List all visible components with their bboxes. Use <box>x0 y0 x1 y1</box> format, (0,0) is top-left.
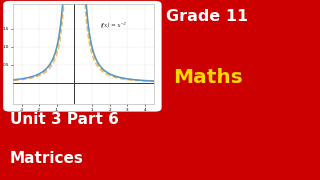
Text: Unit 3 Part 6: Unit 3 Part 6 <box>10 112 118 127</box>
Text: Maths: Maths <box>173 68 243 87</box>
Text: Grade 11: Grade 11 <box>166 9 249 24</box>
Text: f(x) = x⁻²: f(x) = x⁻² <box>101 22 126 28</box>
Text: Matrices: Matrices <box>10 151 84 166</box>
